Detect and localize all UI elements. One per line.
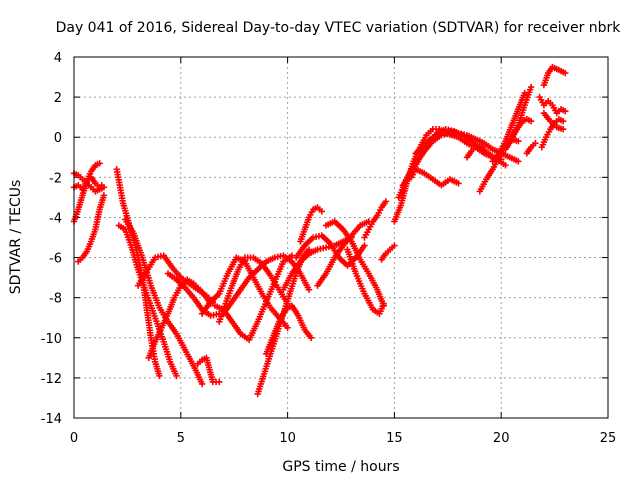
data-point	[305, 286, 313, 293]
series-11	[194, 354, 223, 386]
series-17	[263, 302, 315, 358]
y-tick-label: -14	[41, 412, 62, 427]
data-point	[288, 252, 296, 259]
y-tick-label: -2	[49, 171, 62, 186]
series-37	[536, 93, 569, 117]
data-point	[173, 372, 180, 380]
series-31	[463, 142, 488, 161]
data-point	[156, 372, 163, 380]
series-12	[198, 254, 291, 331]
data-point	[521, 89, 528, 97]
series-7	[122, 216, 206, 388]
data-points	[70, 63, 569, 398]
x-tick-label: 0	[70, 431, 78, 446]
data-point	[480, 146, 488, 153]
data-point	[307, 334, 315, 341]
series-4	[75, 192, 108, 265]
series-40	[540, 109, 567, 133]
series-36	[523, 140, 539, 157]
data-point	[284, 324, 291, 331]
data-point	[527, 83, 535, 91]
series-35	[506, 115, 535, 145]
x-tick-label: 15	[386, 431, 403, 446]
data-point	[502, 162, 509, 169]
data-point	[559, 117, 567, 125]
series-24	[361, 198, 390, 241]
data-point	[382, 198, 390, 205]
data-point	[562, 107, 569, 115]
y-axis-label: SDTVAR / TECUs	[8, 180, 24, 295]
series-23	[344, 246, 387, 317]
data-point	[100, 184, 108, 191]
series-2	[70, 160, 103, 225]
series-29	[408, 166, 462, 189]
data-point	[361, 242, 368, 249]
series-25	[378, 242, 398, 263]
data-point	[216, 378, 223, 386]
y-tick-label: -6	[49, 252, 62, 267]
data-point	[100, 192, 108, 199]
y-tick-label: 4	[54, 51, 62, 66]
y-tick-label: -4	[49, 211, 62, 226]
y-tick-label: 2	[54, 91, 62, 106]
x-tick-label: 25	[600, 431, 617, 446]
data-point	[96, 160, 103, 167]
data-point	[532, 140, 539, 147]
y-tick-label: -8	[49, 292, 62, 307]
series-6	[115, 222, 180, 380]
series-19	[292, 232, 368, 269]
y-tick-label: 0	[54, 131, 62, 146]
series-38	[540, 63, 569, 89]
data-point	[380, 300, 387, 307]
x-tick-label: 5	[177, 431, 185, 446]
series-27	[395, 130, 505, 201]
x-tick-label: 10	[279, 431, 296, 446]
series-20	[297, 204, 325, 245]
data-point	[391, 242, 398, 249]
chart-title: Day 041 of 2016, Sidereal Day-to-day VTE…	[56, 20, 622, 36]
y-tick-label: -10	[41, 332, 62, 347]
y-tick-label: -12	[41, 372, 62, 387]
data-point	[515, 158, 522, 165]
data-point	[198, 380, 206, 388]
x-axis-label: GPS time / hours	[282, 459, 399, 475]
data-point	[318, 208, 325, 215]
series-10	[164, 270, 223, 319]
data-point	[455, 180, 462, 187]
x-tick-label: 20	[493, 431, 510, 446]
data-point	[559, 126, 567, 133]
plot-frame	[73, 56, 609, 419]
data-point	[515, 138, 522, 145]
data-point	[562, 69, 569, 77]
data-point	[527, 117, 535, 125]
series-39	[538, 115, 567, 151]
